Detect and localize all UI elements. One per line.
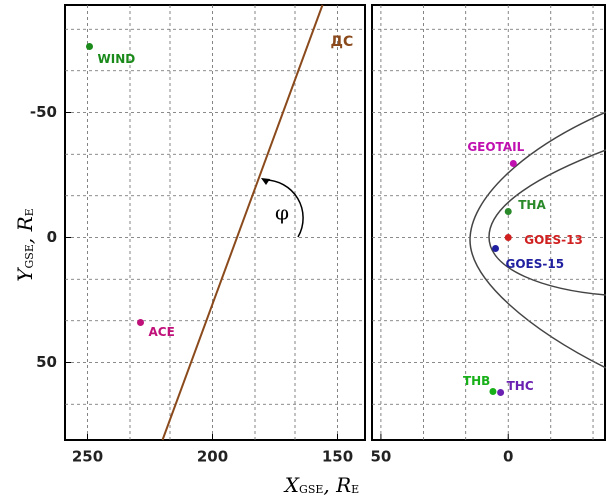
y-label-main: Y	[13, 267, 37, 282]
point	[497, 389, 505, 396]
point-label: GOES-15	[506, 257, 565, 271]
y-label-unit-sub: E	[23, 208, 36, 216]
point	[504, 234, 512, 241]
magnetopause	[488, 149, 606, 296]
x-tick-label: 200	[197, 448, 228, 466]
y-tick-label: -50	[30, 103, 57, 121]
left-frame	[64, 4, 366, 441]
y-label-unit: R	[13, 216, 37, 232]
point-label: GEOTAIL	[467, 140, 524, 154]
x-label-unit: R	[335, 473, 351, 497]
right-panel: 50 0 GEOTAIL THA GOES-13 GOES-15 THB THC	[370, 5, 606, 466]
y-label-sep: ,	[13, 231, 37, 244]
angle-arc	[263, 179, 304, 238]
x-label-sub: GSE	[299, 483, 323, 496]
y-tick-label: 0	[47, 228, 57, 246]
point	[86, 43, 93, 50]
angle-label: φ	[275, 201, 289, 225]
x-tick-label: 250	[72, 448, 103, 466]
x-tick-label: 50	[370, 448, 391, 466]
y-tick-label: 50	[36, 353, 57, 371]
point	[504, 208, 512, 215]
ds-line	[161, 4, 324, 441]
point	[489, 388, 497, 395]
ds-label: ДС	[331, 34, 354, 50]
point-label: GOES-13	[524, 233, 583, 247]
x-tick-label: 0	[503, 448, 513, 466]
x-tick-label: 150	[322, 448, 353, 466]
y-axis-label: YGSE, RE	[13, 208, 37, 281]
left-panel: 250 200 150 -50 0 50 ДС WIND ACE	[30, 4, 365, 466]
point-label: THA	[518, 198, 546, 212]
x-axis-label: XGSE, RE	[283, 473, 359, 497]
y-label-sub: GSE	[23, 244, 36, 268]
x-label-unit-sub: E	[351, 483, 359, 496]
point-label: THC	[507, 379, 534, 393]
point	[492, 245, 500, 252]
x-label-sep: ,	[323, 473, 336, 497]
x-label-main: X	[283, 473, 300, 497]
bow-shock	[469, 111, 606, 369]
point-label: WIND	[98, 52, 136, 66]
angle-arrow	[261, 178, 270, 185]
point-label: ACE	[149, 325, 175, 339]
point	[509, 160, 517, 167]
point	[137, 319, 144, 326]
point-label: THB	[463, 374, 490, 388]
right-frame	[371, 4, 606, 441]
